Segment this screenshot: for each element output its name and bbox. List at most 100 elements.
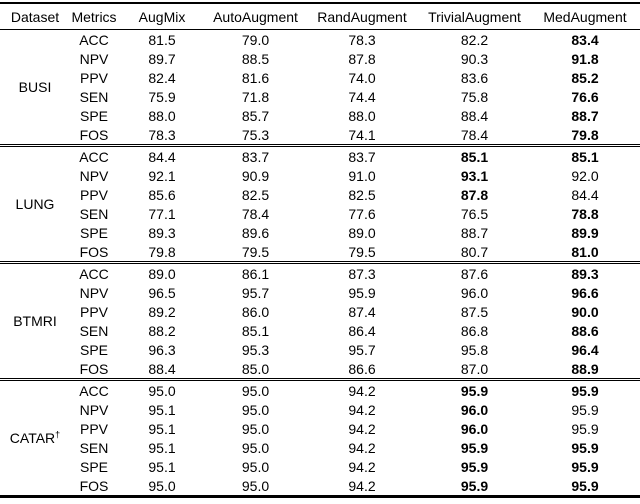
table-row: SPE 88.0 85.7 88.0 88.4 88.7	[0, 106, 640, 125]
col-header-medaugment: MedAugment	[543, 8, 627, 25]
metric-cell: PPV	[79, 69, 108, 86]
table-row: BTMRI ACC 89.0 86.1 87.3 87.6 89.3	[0, 263, 640, 330]
value-cell: 87.3	[348, 265, 376, 282]
value-cell: 87.8	[460, 186, 489, 203]
value-cell: 88.4	[148, 360, 176, 377]
value-cell: 90.0	[571, 303, 599, 320]
value-cell: 94.2	[348, 420, 376, 437]
table-row: SPE 96.3 95.3 95.7 95.8 96.4	[0, 340, 640, 359]
metric-cell: FOS	[79, 477, 109, 494]
value-cell: 77.6	[348, 205, 376, 222]
dataset-block-catar: CATAR† ACC 95.0 95.0 94.2 95.9 95.9 NPV 95.1 95.0…	[0, 379, 640, 497]
value-cell: 83.4	[571, 31, 599, 48]
value-cell: 82.5	[241, 186, 270, 203]
metric-cell: SEN	[79, 205, 109, 222]
table-row: SEN 95.1 95.0 94.2 95.9 95.9	[0, 438, 640, 457]
value-cell: 85.7	[241, 107, 270, 124]
value-cell: 96.0	[460, 420, 489, 437]
value-cell: 88.6	[571, 322, 599, 339]
value-cell: 76.5	[460, 205, 489, 222]
value-cell: 87.4	[348, 303, 376, 320]
value-cell: 95.9	[460, 477, 489, 494]
value-cell: 85.1	[460, 148, 489, 165]
value-cell: 96.4	[571, 341, 599, 358]
value-cell: 85.0	[241, 360, 270, 377]
value-cell: 75.8	[460, 88, 489, 105]
table-row: NPV 95.1 95.0 94.2 96.0 95.9	[0, 400, 640, 419]
col-header-trivialaugment: TrivialAugment	[428, 8, 521, 25]
metric-cell: PPV	[79, 303, 108, 320]
value-cell: 78.4	[241, 205, 270, 222]
value-cell: 89.2	[148, 303, 176, 320]
value-cell: 89.3	[571, 265, 599, 282]
value-cell: 95.0	[241, 439, 270, 456]
value-cell: 82.4	[148, 69, 176, 86]
dataset-cell: CATAR†	[9, 429, 61, 446]
value-cell: 88.0	[348, 107, 376, 124]
value-cell: 96.0	[460, 284, 489, 301]
table-row: NPV 92.1 90.9 91.0 93.1 92.0	[0, 166, 640, 185]
value-cell: 87.6	[460, 265, 489, 282]
metric-cell: SEN	[79, 88, 109, 105]
value-cell: 95.9	[571, 382, 599, 399]
value-cell: 74.1	[348, 126, 376, 143]
metric-cell: NPV	[79, 167, 109, 184]
value-cell: 92.1	[148, 167, 176, 184]
value-cell: 95.0	[148, 477, 176, 494]
value-cell: 87.5	[460, 303, 489, 320]
dataset-block-busi: BUSI ACC 81.5 79.0 78.3 82.2 83.4 NPV 89.7 88.5 87…	[0, 30, 640, 146]
metric-cell: SEN	[79, 439, 109, 456]
value-cell: 89.0	[148, 265, 176, 282]
table-row: PPV 95.1 95.0 94.2 96.0 95.9	[0, 419, 640, 438]
value-cell: 93.1	[460, 167, 489, 184]
value-cell: 82.5	[348, 186, 376, 203]
value-cell: 95.1	[148, 420, 176, 437]
value-cell: 85.1	[241, 322, 270, 339]
value-cell: 95.9	[571, 420, 599, 437]
value-cell: 74.0	[348, 69, 376, 86]
value-cell: 85.6	[148, 186, 176, 203]
value-cell: 95.9	[571, 477, 599, 494]
value-cell: 90.3	[460, 50, 489, 67]
value-cell: 86.4	[348, 322, 376, 339]
table-row: SEN 77.1 78.4 77.6 76.5 78.8	[0, 204, 640, 223]
value-cell: 79.5	[241, 243, 270, 260]
value-cell: 94.2	[348, 458, 376, 475]
value-cell: 95.9	[348, 284, 376, 301]
value-cell: 94.2	[348, 382, 376, 399]
table-row: FOS 78.3 75.3 74.1 78.4 79.8	[0, 125, 640, 146]
value-cell: 95.8	[460, 341, 489, 358]
value-cell: 89.9	[571, 224, 599, 241]
table-row: BUSI ACC 81.5 79.0 78.3 82.2 83.4	[0, 30, 640, 96]
value-cell: 95.9	[571, 401, 599, 418]
metric-cell: ACC	[79, 31, 109, 48]
table-row: CATAR† ACC 95.0 95.0 94.2 95.9 95.9	[0, 380, 640, 447]
value-cell: 84.4	[571, 186, 599, 203]
metric-cell: ACC	[79, 382, 109, 399]
metric-cell: ACC	[79, 148, 109, 165]
col-header-metrics: Metrics	[71, 8, 117, 25]
value-cell: 95.7	[348, 341, 376, 358]
col-header-autoaugment: AutoAugment	[213, 8, 298, 25]
value-cell: 96.0	[460, 401, 489, 418]
metric-cell: SPE	[79, 107, 108, 124]
dataset-block-btmri: BTMRI ACC 89.0 86.1 87.3 87.6 89.3 NPV 96.5 95.7 9…	[0, 262, 640, 380]
metric-cell: SPE	[79, 341, 108, 358]
value-cell: 88.4	[460, 107, 489, 124]
table-header: Dataset Metrics AugMix AutoAugment RandA…	[0, 3, 640, 30]
value-cell: 78.3	[348, 31, 376, 48]
value-cell: 75.3	[241, 126, 270, 143]
table-row: PPV 85.6 82.5 82.5 87.8 84.4	[0, 185, 640, 204]
metric-cell: NPV	[79, 50, 109, 67]
value-cell: 90.9	[241, 167, 270, 184]
value-cell: 95.9	[460, 382, 489, 399]
table-row: NPV 96.5 95.7 95.9 96.0 96.6	[0, 283, 640, 302]
value-cell: 82.2	[460, 31, 489, 48]
value-cell: 83.6	[460, 69, 489, 86]
value-cell: 89.7	[148, 50, 176, 67]
table-row: PPV 82.4 81.6 74.0 83.6 85.2	[0, 68, 640, 87]
table-row: NPV 89.7 88.5 87.8 90.3 91.8	[0, 49, 640, 68]
metric-cell: PPV	[79, 420, 108, 437]
metric-cell: FOS	[79, 360, 109, 377]
